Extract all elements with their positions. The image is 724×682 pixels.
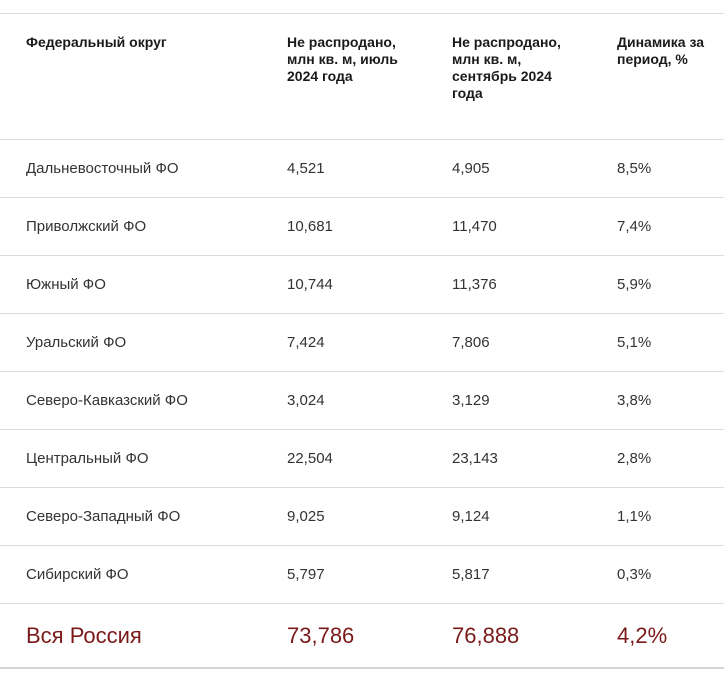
row-july: 10,681	[287, 218, 333, 235]
table-row: Сибирский ФО 5,797 5,817 0,3%	[0, 546, 724, 604]
header-september: Не распродано, млн кв. м, сентябрь 2024 …	[452, 34, 561, 101]
table-row: Центральный ФО 22,504 23,143 2,8%	[0, 430, 724, 488]
row-change: 7,4%	[617, 218, 652, 235]
header-july: Не распродано, млн кв. м, июль 2024 года	[287, 34, 398, 84]
row-district: Северо-Западный ФО	[26, 508, 181, 525]
row-july: 22,504	[287, 450, 333, 467]
row-change: 5,1%	[617, 334, 652, 351]
total-september: 76,888	[452, 623, 520, 648]
row-july: 4,521	[287, 160, 325, 177]
row-change: 0,3%	[617, 566, 652, 583]
row-district: Центральный ФО	[26, 450, 149, 467]
row-september: 11,376	[452, 276, 497, 293]
row-change: 8,5%	[617, 160, 652, 177]
row-september: 5,817	[452, 566, 490, 583]
row-change: 1,1%	[617, 508, 652, 525]
row-july: 10,744	[287, 276, 333, 293]
row-september: 11,470	[452, 218, 497, 235]
row-july: 9,025	[287, 508, 325, 525]
table-row: Дальневосточный ФО 4,521 4,905 8,5%	[0, 140, 724, 198]
table-header: Федеральный округ Не распродано, млн кв.…	[0, 14, 724, 140]
row-change: 3,8%	[617, 392, 652, 409]
table-row: Приволжский ФО 10,681 11,470 7,4%	[0, 198, 724, 256]
row-september: 3,129	[452, 392, 490, 409]
row-district: Сибирский ФО	[26, 566, 129, 583]
total-district: Вся Россия	[26, 623, 142, 648]
table-row: Северо-Западный ФО 9,025 9,124 1,1%	[0, 488, 724, 546]
row-september: 7,806	[452, 334, 490, 351]
row-july: 3,024	[287, 392, 325, 409]
row-district: Приволжский ФО	[26, 218, 147, 235]
table-row: Южный ФО 10,744 11,376 5,9%	[0, 256, 724, 314]
row-september: 23,143	[452, 450, 498, 467]
row-district: Дальневосточный ФО	[26, 160, 179, 177]
table-top-divider	[0, 13, 724, 14]
row-july: 5,797	[287, 566, 325, 583]
row-july: 7,424	[287, 334, 325, 351]
row-district: Северо-Кавказский ФО	[26, 392, 188, 409]
total-july: 73,786	[287, 623, 355, 648]
table-row: Северо-Кавказский ФО 3,024 3,129 3,8%	[0, 372, 724, 430]
row-district: Уральский ФО	[26, 334, 127, 351]
total-row: Вся Россия 73,786 76,888 4,2%	[0, 604, 724, 669]
row-september: 4,905	[452, 160, 490, 177]
total-change: 4,2%	[617, 623, 668, 648]
row-september: 9,124	[452, 508, 490, 525]
row-change: 5,9%	[617, 276, 652, 293]
row-change: 2,8%	[617, 450, 652, 467]
table-row: Уральский ФО 7,424 7,806 5,1%	[0, 314, 724, 372]
row-district: Южный ФО	[26, 276, 106, 293]
header-change: Динамика за период, %	[617, 34, 705, 67]
header-district: Федеральный округ	[26, 34, 167, 50]
